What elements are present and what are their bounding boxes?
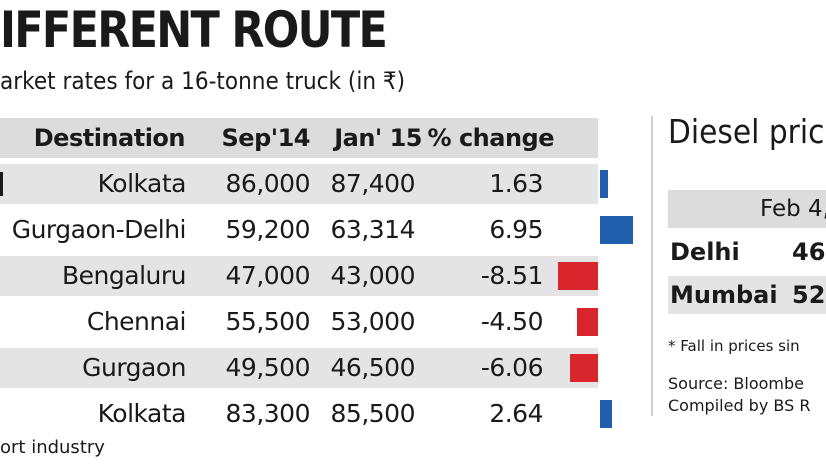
cell-sep14: 59,200: [225, 215, 311, 244]
change-bar: [600, 216, 633, 244]
source-credit: Source: Bloombe Compiled by BS R: [668, 373, 810, 417]
change-bar: [558, 262, 598, 290]
cell-sep14: 55,500: [225, 307, 311, 336]
footer-source: ort industry: [0, 437, 105, 458]
table-row: Kolkata 83,300 85,500 2.64: [0, 394, 640, 434]
table-row: Gurgaon 49,500 46,500 -6.06: [0, 348, 640, 388]
cell-change: 1.63: [489, 169, 543, 198]
diesel-value: 46.: [792, 238, 826, 266]
table-row: Chennai 55,500 53,000 -4.50: [0, 302, 640, 342]
cell-destination: Chennai: [86, 307, 187, 336]
cell-sep14: 47,000: [225, 261, 311, 290]
diesel-note: * Fall in prices sin: [668, 337, 800, 355]
diesel-city: Delhi: [670, 238, 740, 266]
change-bar: [576, 308, 598, 336]
cell-change: 2.64: [489, 399, 543, 428]
cell-change: -6.06: [480, 353, 544, 382]
diesel-city: Mumbai: [670, 281, 778, 309]
cell-destination: Gurgaon-Delhi: [11, 215, 187, 244]
table-row: Kolkata 86,000 87,400 1.63: [0, 164, 640, 204]
cell-jan15: 85,500: [330, 399, 416, 428]
change-bar: [600, 170, 608, 198]
cell-jan15: 63,314: [330, 215, 416, 244]
cell-sep14: 49,500: [225, 353, 311, 382]
change-bar: [600, 400, 613, 428]
header-jan15: Jan' 15: [334, 124, 422, 152]
diesel-value: 52.: [792, 281, 826, 309]
cell-jan15: 53,000: [330, 307, 416, 336]
diesel-row-band: [668, 276, 826, 314]
cell-sep14: 83,300: [225, 399, 311, 428]
header-change: % change: [427, 124, 555, 152]
cell-sep14: 86,000: [225, 169, 311, 198]
cell-destination: Kolkata: [97, 169, 187, 198]
cell-destination: Gurgaon: [82, 353, 186, 382]
cell-jan15: 87,400: [330, 169, 416, 198]
cell-jan15: 43,000: [330, 261, 416, 290]
diesel-date: Feb 4,: [760, 196, 826, 222]
diesel-header-band: [668, 190, 826, 228]
cell-destination: Bengaluru: [62, 261, 186, 290]
table-header-row: Destination Sep'14 Jan' 15 % change: [0, 118, 640, 158]
cell-destination: Kolkata: [97, 399, 187, 428]
column-divider: [651, 116, 653, 416]
infographic-title: IFFERENT ROUTE: [0, 1, 388, 59]
cell-change: -8.51: [480, 261, 544, 290]
compiled-line: Compiled by BS R: [668, 396, 811, 415]
infographic-subtitle: arket rates for a 16-tonne truck (in ₹): [0, 67, 406, 95]
source-line: Source: Bloombe: [668, 374, 805, 393]
cell-jan15: 46,500: [330, 353, 416, 382]
rates-table: Destination Sep'14 Jan' 15 % change Kolk…: [0, 118, 640, 440]
change-bar: [569, 354, 598, 382]
cell-change: -4.50: [480, 307, 544, 336]
header-destination: Destination: [33, 124, 186, 152]
table-row: Gurgaon-Delhi 59,200 63,314 6.95: [0, 210, 640, 250]
cell-change: 6.95: [489, 215, 543, 244]
diesel-title: Diesel pric: [668, 112, 825, 151]
header-sep14: Sep'14: [221, 124, 311, 152]
table-row: Bengaluru 47,000 43,000 -8.51: [0, 256, 640, 296]
